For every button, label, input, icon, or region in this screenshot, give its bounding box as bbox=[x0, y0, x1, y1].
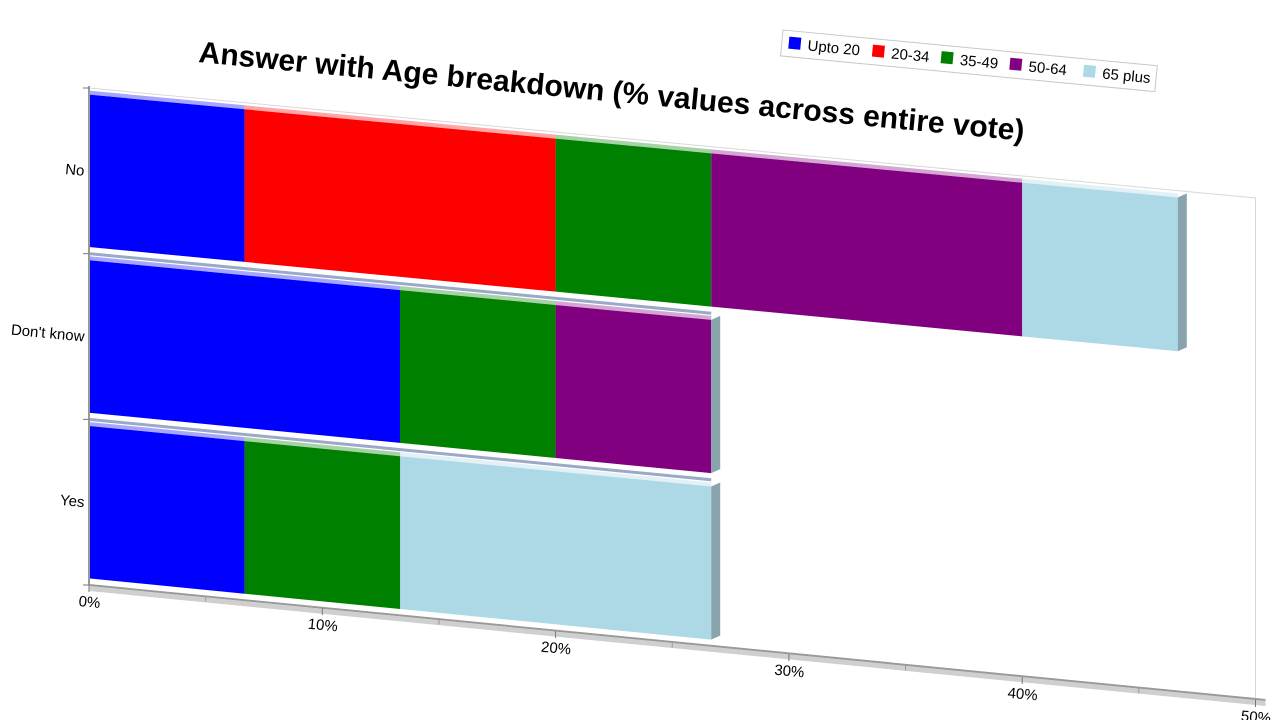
legend-label: 20-34 bbox=[890, 45, 930, 66]
bar-segment bbox=[89, 425, 245, 594]
legend-label: 65 plus bbox=[1101, 66, 1151, 88]
bar-side-face bbox=[1177, 193, 1187, 352]
axes: 0% 10% 20% 30% 40% 50% No Don't know Yes bbox=[10, 86, 1272, 720]
bar-segment bbox=[244, 109, 556, 292]
bar-segment bbox=[400, 456, 712, 640]
x-tick-label: 10% bbox=[307, 616, 339, 636]
x-axis-line bbox=[88, 584, 1266, 701]
bar-segment bbox=[555, 304, 712, 474]
bar-side-face bbox=[711, 315, 721, 474]
legend-swatch bbox=[1009, 57, 1023, 71]
legend-swatch bbox=[788, 36, 802, 50]
x-tick-label: 40% bbox=[1007, 685, 1039, 705]
bar-top-face bbox=[89, 256, 400, 291]
bar-top-face bbox=[399, 286, 556, 305]
bar-top-face bbox=[244, 437, 401, 457]
legend: Upto 20 20-34 35-49 50-64 65 plus bbox=[779, 29, 1158, 93]
bar-top-face bbox=[555, 134, 712, 154]
bar-segment bbox=[89, 94, 245, 262]
bar-segment bbox=[711, 153, 1023, 337]
bar-top-face bbox=[555, 300, 712, 320]
bar-top-face bbox=[1022, 178, 1178, 198]
bar-side-face bbox=[711, 482, 721, 640]
bar-segment bbox=[399, 290, 556, 459]
bar-segment bbox=[555, 138, 712, 307]
bar-top-face bbox=[89, 90, 245, 110]
bar-segment bbox=[1022, 182, 1178, 352]
legend-label: 50-64 bbox=[1028, 59, 1068, 80]
legend-swatch bbox=[871, 44, 885, 58]
bar-top-face bbox=[89, 421, 245, 442]
bar-segment bbox=[89, 260, 400, 443]
x-tick-label: 30% bbox=[774, 662, 806, 682]
y-category-label: Don't know bbox=[10, 322, 85, 346]
x-tick-label: 20% bbox=[540, 639, 572, 659]
legend-swatch bbox=[940, 51, 954, 65]
x-axis-shelf bbox=[89, 586, 1266, 706]
bar-segment bbox=[244, 441, 401, 610]
legend-swatch bbox=[1082, 64, 1097, 78]
bars bbox=[88, 90, 1187, 640]
y-category-label: Yes bbox=[59, 492, 85, 511]
bar-top-face bbox=[711, 149, 1023, 183]
x-tick-label: 50% bbox=[1240, 708, 1272, 720]
legend-label: Upto 20 bbox=[807, 37, 861, 59]
bar-top-face bbox=[244, 105, 556, 139]
y-category-label: No bbox=[65, 161, 86, 180]
row-separator bbox=[88, 417, 712, 482]
legend-label: 35-49 bbox=[959, 52, 999, 73]
x-tick-label: 0% bbox=[78, 593, 101, 612]
row-separator bbox=[88, 252, 712, 315]
bar-top-face bbox=[400, 452, 712, 487]
